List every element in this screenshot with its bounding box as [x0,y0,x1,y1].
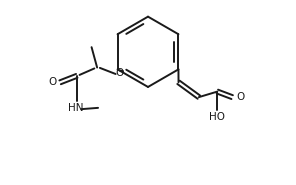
Text: HN: HN [68,103,83,113]
Text: O: O [49,77,57,87]
Text: HO: HO [209,112,225,122]
Text: O: O [115,68,123,78]
Text: O: O [236,92,244,102]
